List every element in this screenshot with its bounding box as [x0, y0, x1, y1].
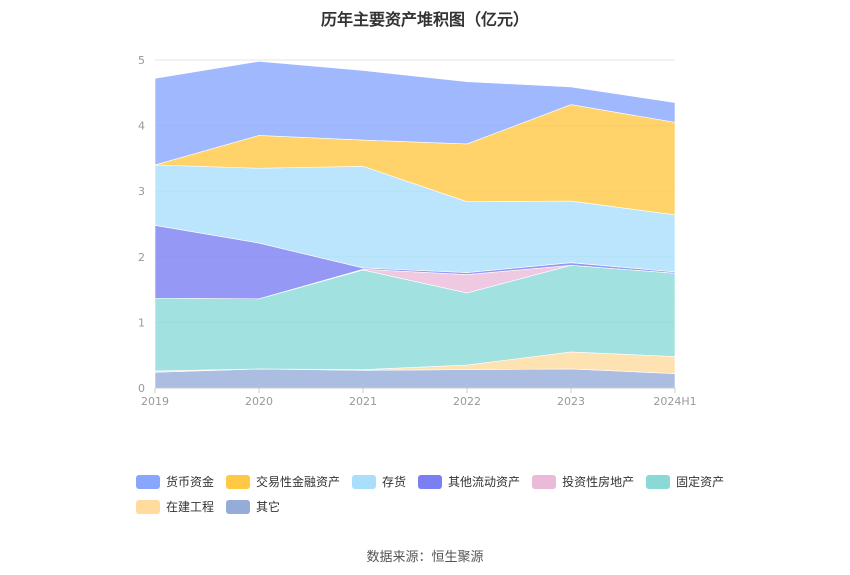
legend-item[interactable]: 投资性房地产: [532, 473, 634, 490]
legend-label: 货币资金: [166, 475, 215, 489]
legend-label: 其他流动资产: [448, 475, 521, 489]
legend-label: 其它: [256, 500, 281, 514]
legend-label: 存货: [382, 475, 407, 489]
area-货币资金: [154, 61, 676, 166]
y-tick-label: 0: [138, 382, 145, 395]
legend-label: 投资性房地产: [562, 475, 635, 489]
x-tick-label: 2021: [349, 395, 377, 408]
legend-item[interactable]: 固定资产: [646, 473, 724, 490]
x-tick-label: 2024H1: [653, 395, 696, 408]
legend: 货币资金 交易性金融资产 存货 其他流动资产 投资性房地产 固定资产在建工程 其它: [136, 473, 756, 523]
legend-label: 交易性金融资产: [256, 475, 341, 489]
legend-label: 固定资产: [676, 475, 725, 489]
legend-swatch: [532, 474, 557, 489]
legend-swatch: [418, 474, 443, 489]
area-其它: [154, 368, 676, 389]
legend-item[interactable]: 交易性金融资产: [226, 473, 340, 490]
legend-swatch: [136, 474, 160, 489]
legend-swatch: [646, 474, 671, 489]
axes: 0 1 2 3 4 5 2019 2020 2021 2022 2023 2024H1: [138, 54, 697, 408]
stacked-area-chart: 0 1 2 3 4 5 2019 2020 2021 2022 2023 2024H1: [138, 54, 697, 408]
legend-label: 在建工程: [166, 500, 215, 514]
legend-item[interactable]: 货币资金: [136, 473, 214, 490]
x-tick-label: 2023: [557, 395, 585, 408]
legend-swatch: [136, 499, 160, 514]
legend-swatch: [226, 474, 251, 489]
y-tick-label: 5: [138, 54, 145, 67]
data-source: 数据来源：恒生聚源: [366, 550, 484, 565]
y-tick-label: 3: [138, 185, 145, 198]
x-tick-label: 2019: [141, 395, 169, 408]
x-tick-label: 2022: [453, 395, 481, 408]
legend-item[interactable]: 存货: [352, 473, 406, 490]
legend-swatch: [352, 474, 377, 489]
legend-swatch: [226, 499, 251, 514]
chart-title: 历年主要资产堆积图（亿元）: [320, 10, 529, 29]
y-tick-label: 4: [138, 120, 145, 133]
legend-item[interactable]: 其它: [226, 498, 280, 515]
x-tick-label: 2020: [245, 395, 273, 408]
legend-item[interactable]: 其他流动资产: [418, 473, 520, 490]
area-series: [154, 61, 676, 389]
legend-item[interactable]: 在建工程: [136, 498, 214, 515]
y-tick-label: 2: [138, 251, 145, 264]
y-tick-label: 1: [138, 316, 145, 329]
